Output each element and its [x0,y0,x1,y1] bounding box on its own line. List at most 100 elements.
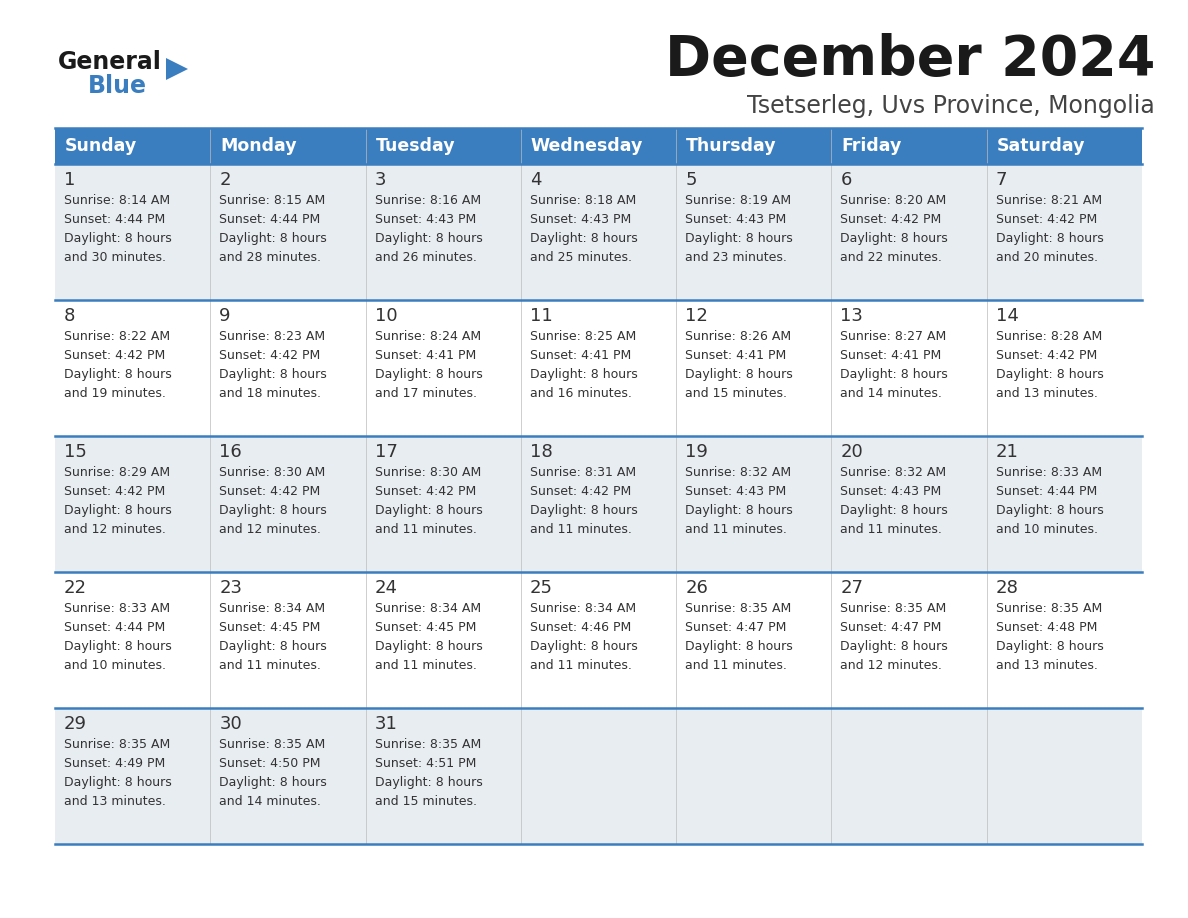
Text: Sunset: 4:46 PM: Sunset: 4:46 PM [530,621,631,634]
Text: Sunrise: 8:18 AM: Sunrise: 8:18 AM [530,194,636,207]
Text: General: General [58,50,162,74]
Text: Tuesday: Tuesday [375,137,455,155]
Bar [55,708,1142,844]
Text: Daylight: 8 hours: Daylight: 8 hours [64,776,172,789]
Text: Sunrise: 8:32 AM: Sunrise: 8:32 AM [840,466,947,479]
Text: Daylight: 8 hours: Daylight: 8 hours [64,368,172,381]
Bar [676,128,832,164]
Text: 7: 7 [996,171,1007,189]
Text: Sunset: 4:42 PM: Sunset: 4:42 PM [64,349,165,362]
Text: 4: 4 [530,171,542,189]
Text: and 23 minutes.: and 23 minutes. [685,251,786,264]
Text: Sunrise: 8:30 AM: Sunrise: 8:30 AM [220,466,326,479]
Text: and 16 minutes.: and 16 minutes. [530,387,632,400]
Text: 5: 5 [685,171,696,189]
Text: and 18 minutes.: and 18 minutes. [220,387,321,400]
Text: Sunrise: 8:33 AM: Sunrise: 8:33 AM [996,466,1101,479]
Bar [520,128,676,164]
Text: Daylight: 8 hours: Daylight: 8 hours [374,368,482,381]
Text: and 11 minutes.: and 11 minutes. [530,659,632,672]
Text: Sunset: 4:43 PM: Sunset: 4:43 PM [840,485,942,498]
Bar [55,300,1142,436]
Text: Sunrise: 8:35 AM: Sunrise: 8:35 AM [64,738,170,751]
Text: 15: 15 [64,443,87,461]
Text: Sunset: 4:44 PM: Sunset: 4:44 PM [64,213,165,226]
Text: 22: 22 [64,579,87,597]
Text: Sunset: 4:42 PM: Sunset: 4:42 PM [530,485,631,498]
Text: Sunset: 4:42 PM: Sunset: 4:42 PM [220,485,321,498]
Text: 17: 17 [374,443,398,461]
Text: Sunset: 4:44 PM: Sunset: 4:44 PM [996,485,1097,498]
Bar [55,128,210,164]
Text: Daylight: 8 hours: Daylight: 8 hours [840,640,948,653]
Text: and 11 minutes.: and 11 minutes. [374,659,476,672]
Text: and 12 minutes.: and 12 minutes. [64,523,166,536]
Bar [987,128,1142,164]
Text: Daylight: 8 hours: Daylight: 8 hours [685,232,792,245]
Text: Sunset: 4:48 PM: Sunset: 4:48 PM [996,621,1097,634]
Text: Sunset: 4:42 PM: Sunset: 4:42 PM [64,485,165,498]
Text: Thursday: Thursday [687,137,777,155]
Text: Sunrise: 8:29 AM: Sunrise: 8:29 AM [64,466,170,479]
Bar [55,436,1142,572]
Text: Sunrise: 8:24 AM: Sunrise: 8:24 AM [374,330,481,343]
Text: Daylight: 8 hours: Daylight: 8 hours [220,232,327,245]
Text: 31: 31 [374,715,398,733]
Text: Sunset: 4:45 PM: Sunset: 4:45 PM [374,621,476,634]
Text: Daylight: 8 hours: Daylight: 8 hours [840,504,948,517]
Text: 24: 24 [374,579,398,597]
Text: 6: 6 [840,171,852,189]
Text: Daylight: 8 hours: Daylight: 8 hours [374,504,482,517]
Text: 19: 19 [685,443,708,461]
Text: Daylight: 8 hours: Daylight: 8 hours [220,776,327,789]
Text: Sunrise: 8:26 AM: Sunrise: 8:26 AM [685,330,791,343]
Text: Daylight: 8 hours: Daylight: 8 hours [374,232,482,245]
Text: Sunset: 4:41 PM: Sunset: 4:41 PM [530,349,631,362]
Text: Daylight: 8 hours: Daylight: 8 hours [840,368,948,381]
Text: Sunrise: 8:34 AM: Sunrise: 8:34 AM [374,602,481,615]
Text: Sunrise: 8:15 AM: Sunrise: 8:15 AM [220,194,326,207]
Text: Sunrise: 8:19 AM: Sunrise: 8:19 AM [685,194,791,207]
Text: and 20 minutes.: and 20 minutes. [996,251,1098,264]
Text: Daylight: 8 hours: Daylight: 8 hours [64,640,172,653]
Text: and 12 minutes.: and 12 minutes. [220,523,321,536]
Text: Sunset: 4:51 PM: Sunset: 4:51 PM [374,757,476,770]
Text: Sunrise: 8:27 AM: Sunrise: 8:27 AM [840,330,947,343]
Text: Blue: Blue [88,74,147,98]
Text: Sunset: 4:42 PM: Sunset: 4:42 PM [840,213,942,226]
Text: and 26 minutes.: and 26 minutes. [374,251,476,264]
Text: Daylight: 8 hours: Daylight: 8 hours [685,640,792,653]
Bar [832,128,987,164]
Text: and 11 minutes.: and 11 minutes. [840,523,942,536]
Text: 9: 9 [220,307,230,325]
Text: Sunrise: 8:35 AM: Sunrise: 8:35 AM [996,602,1102,615]
Text: Sunset: 4:42 PM: Sunset: 4:42 PM [996,213,1097,226]
Text: and 12 minutes.: and 12 minutes. [840,659,942,672]
Text: 30: 30 [220,715,242,733]
Text: Sunday: Sunday [65,137,138,155]
Text: 8: 8 [64,307,75,325]
Text: Sunset: 4:45 PM: Sunset: 4:45 PM [220,621,321,634]
Text: Sunrise: 8:35 AM: Sunrise: 8:35 AM [374,738,481,751]
Text: Sunset: 4:47 PM: Sunset: 4:47 PM [685,621,786,634]
Text: and 11 minutes.: and 11 minutes. [374,523,476,536]
Text: and 14 minutes.: and 14 minutes. [840,387,942,400]
Text: Daylight: 8 hours: Daylight: 8 hours [996,368,1104,381]
Text: Sunset: 4:43 PM: Sunset: 4:43 PM [530,213,631,226]
Text: and 22 minutes.: and 22 minutes. [840,251,942,264]
Text: December 2024: December 2024 [664,33,1155,87]
Text: and 14 minutes.: and 14 minutes. [220,795,321,808]
Text: Sunrise: 8:34 AM: Sunrise: 8:34 AM [530,602,636,615]
Text: Sunset: 4:43 PM: Sunset: 4:43 PM [685,485,786,498]
Text: Sunset: 4:42 PM: Sunset: 4:42 PM [374,485,476,498]
Bar [55,164,1142,300]
Text: and 28 minutes.: and 28 minutes. [220,251,321,264]
Bar [55,572,1142,708]
Text: Daylight: 8 hours: Daylight: 8 hours [840,232,948,245]
Text: Sunrise: 8:23 AM: Sunrise: 8:23 AM [220,330,326,343]
Text: Daylight: 8 hours: Daylight: 8 hours [220,640,327,653]
Text: and 11 minutes.: and 11 minutes. [685,523,786,536]
Text: 1: 1 [64,171,75,189]
Text: 27: 27 [840,579,864,597]
Text: and 13 minutes.: and 13 minutes. [996,659,1098,672]
